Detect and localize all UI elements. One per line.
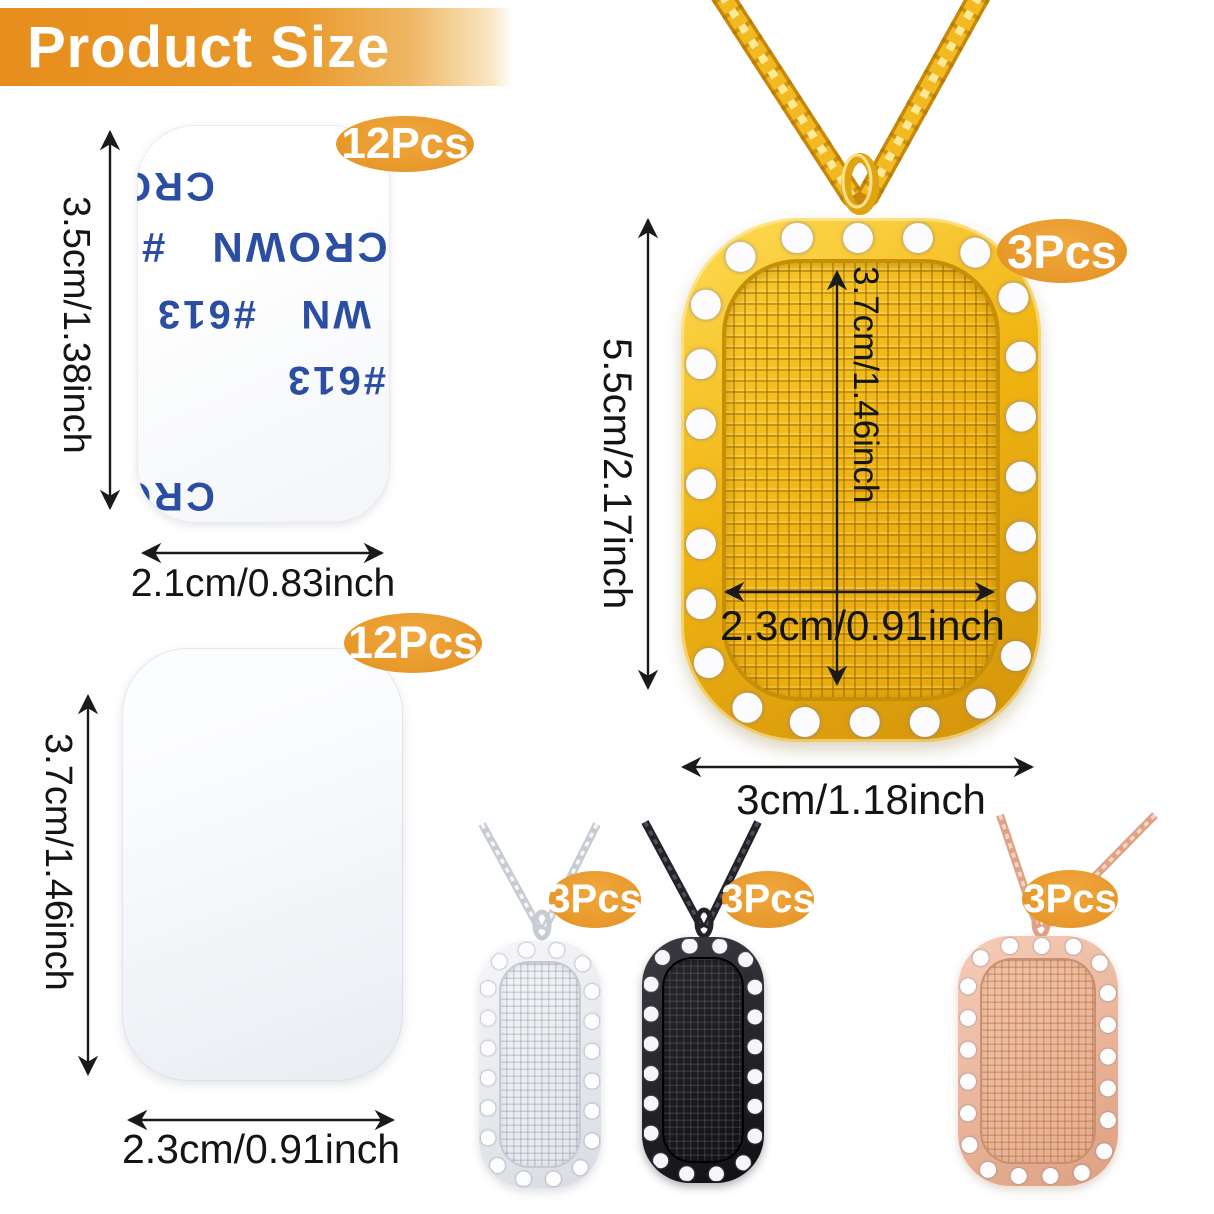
crown-print-line: WN #613 (155, 292, 371, 336)
page-title: Product Size (27, 14, 391, 80)
crown-print-line: #613 (285, 358, 386, 402)
rose-gold-mesh-panel (980, 958, 1096, 1164)
adhesive-sticker-image: CRO CROWN # WN #613 #613 CRO (137, 125, 390, 523)
badge-film-12pcs: 12Pcs (344, 613, 482, 673)
crown-print-line: CRO (137, 164, 215, 208)
rhinestone-border (644, 939, 762, 1181)
black-pendant-image (642, 937, 764, 1183)
badge-black-3pcs: 3Pcs (721, 871, 815, 928)
dim-label-pendant-inner-width: 2.3cm/0.91inch (720, 602, 1005, 649)
silver-bail (532, 909, 552, 941)
badge-silver-3pcs: 3Pcs (548, 871, 642, 928)
badge-gold-3pcs: 3Pcs (997, 219, 1127, 283)
product-size-banner: Product Size (0, 8, 512, 86)
dim-label-pendant-outer-height: 5.5cm/2.17inch (595, 338, 639, 610)
dim-label-pendant-outer-width: 3cm/1.18inch (736, 776, 986, 823)
dim-label-film-width: 2.3cm/0.91inch (121, 1126, 401, 1172)
crown-print-line: CROWN # (139, 224, 388, 271)
dim-label-pendant-inner-height: 3.7cm/1.46inch (846, 266, 885, 504)
gold-pendant-image (681, 218, 1041, 742)
rhinestone-border (960, 938, 1116, 1184)
rose-gold-pendant-image (958, 936, 1118, 1186)
gold-bail (841, 153, 879, 215)
black-bail (694, 907, 714, 939)
rhinestone-border (481, 943, 599, 1186)
silver-mesh-panel (499, 961, 581, 1168)
badge-rose-gold-3pcs: 3Pcs (1022, 870, 1118, 928)
badge-adhesive-12pcs: 12Pcs (336, 116, 474, 172)
clear-film-sticker-image (122, 648, 403, 1081)
crown-print-line: CRO (137, 474, 215, 518)
black-mesh-panel (662, 957, 744, 1163)
dim-label-adhesive-width: 2.1cm/0.83inch (130, 562, 396, 605)
gold-chain (711, 0, 991, 215)
dim-label-adhesive-height: 3.5cm/1.38inch (55, 196, 97, 454)
dim-label-film-height: 3.7cm/1.46inch (37, 733, 79, 991)
gold-mesh-panel (722, 259, 1000, 701)
silver-pendant-image (479, 941, 601, 1188)
